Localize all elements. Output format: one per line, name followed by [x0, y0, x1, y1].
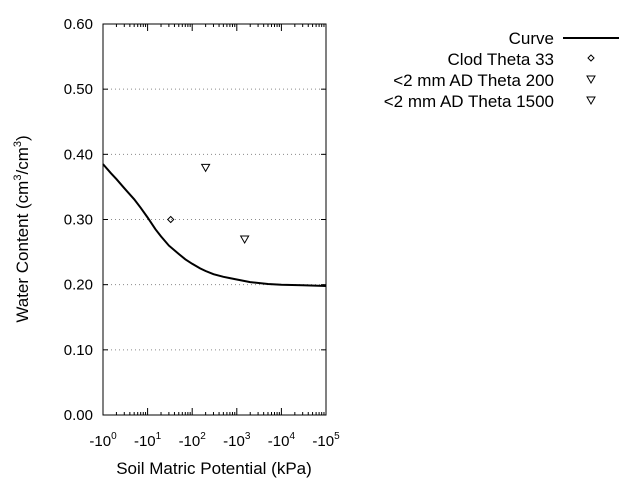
y-axis-label-sup2: 3 [12, 141, 24, 147]
legend-label-theta-200: <2 mm AD Theta 200 [393, 71, 554, 90]
y-tick-label: 0.00 [64, 407, 93, 424]
legend-label-curve: Curve [509, 29, 554, 48]
y-axis-label-suffix: ) [13, 135, 32, 141]
x-axis-label: Soil Matric Potential (kPa) [116, 459, 312, 478]
y-tick-label: 0.60 [64, 16, 93, 33]
y-axis-label-prefix: Water Content (cm [13, 181, 32, 323]
legend-marker-triangle-200 [586, 75, 596, 85]
y-tick-label: 0.10 [64, 342, 93, 359]
y-axis-label-mid: /cm [13, 147, 32, 174]
y-tick-label: 0.50 [64, 81, 93, 98]
data-point-triangle [200, 163, 211, 173]
legend-label-theta-1500: <2 mm AD Theta 1500 [384, 92, 554, 111]
x-tick-label: -101 [134, 431, 162, 450]
x-tick-label: -100 [89, 431, 117, 450]
x-tick-label: -103 [223, 431, 251, 450]
x-tick-label: -104 [268, 431, 296, 450]
legend-marker-triangle-1500 [586, 96, 596, 106]
plot-frame [102, 23, 327, 416]
x-tick-label: -105 [312, 431, 340, 450]
legend-label-clod-theta-33: Clod Theta 33 [448, 50, 554, 69]
series-line-curve [102, 163, 327, 287]
y-tick-label: 0.40 [64, 146, 93, 163]
y-axis-label: Water Content (cm3/cm3) [12, 135, 32, 322]
series-layer [102, 163, 327, 287]
y-tick-label: 0.30 [64, 212, 93, 229]
axes: 0.00 0.10 0.20 0.30 0.40 0.50 0.60 -100 -101 -102… [64, 16, 340, 450]
data-point-triangle [239, 235, 250, 245]
legend: Curve Clod Theta 33 <2 mm AD Theta 200 <… [384, 29, 619, 111]
legend-marker-diamond [587, 54, 595, 62]
y-tick-label: 0.20 [64, 277, 93, 294]
grid-lines [103, 88, 326, 351]
data-point-diamond [167, 215, 175, 224]
x-tick-label: -102 [179, 431, 207, 450]
y-axis-label-sup1: 3 [12, 175, 24, 181]
